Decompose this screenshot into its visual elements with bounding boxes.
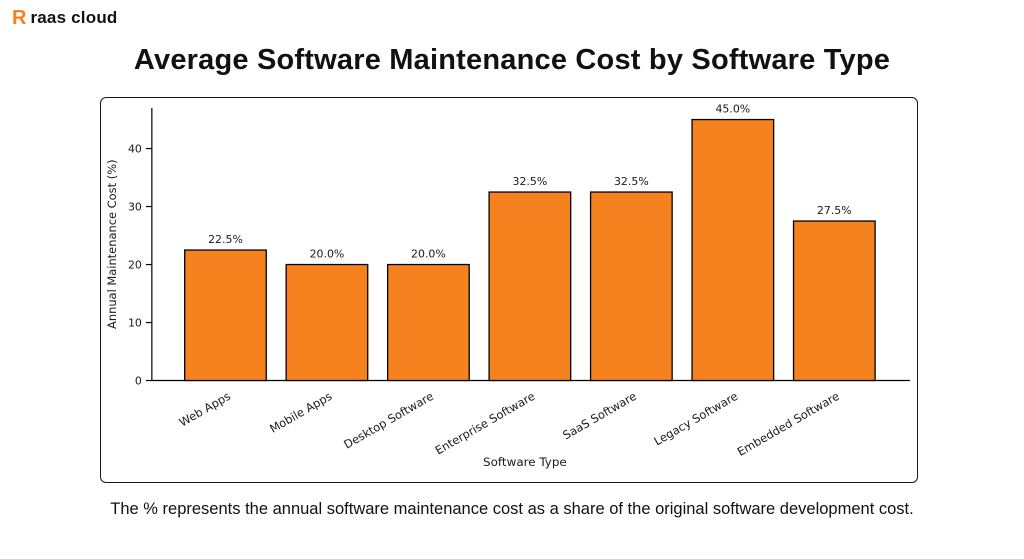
bar-value-label: 27.5% bbox=[817, 204, 852, 217]
bar-value-label: 45.0% bbox=[715, 103, 750, 116]
bar bbox=[285, 263, 369, 382]
bar bbox=[184, 249, 267, 382]
x-tick-label: Desktop Software bbox=[341, 389, 436, 452]
brand-logo-text: raas cloud bbox=[30, 8, 118, 27]
bar-value-label: 32.5% bbox=[513, 175, 548, 188]
bar-value-label: 32.5% bbox=[614, 175, 649, 188]
brand-logo-icon: R bbox=[12, 7, 27, 29]
y-tick-label: 30 bbox=[128, 200, 142, 213]
x-tick-label: Legacy Software bbox=[651, 389, 740, 448]
x-tick-label: Mobile Apps bbox=[267, 389, 334, 436]
y-tick-label: 10 bbox=[128, 316, 142, 329]
x-tick-label: Enterprise Software bbox=[433, 389, 538, 458]
bar-value-label: 22.5% bbox=[208, 233, 243, 246]
bar-chart: 0 10 20 30 40 22.5% Web Apps 20.0% Mobile Apps 20… bbox=[105, 103, 910, 469]
chart-container: 0 10 20 30 40 22.5% Web Apps 20.0% Mobile Apps 20… bbox=[100, 97, 918, 483]
bar-value-label: 20.0% bbox=[310, 248, 345, 261]
footer-note: The % represents the annual software mai… bbox=[110, 500, 914, 518]
x-tick-label: Web Apps bbox=[177, 389, 233, 430]
bar-value-label: 20.0% bbox=[411, 248, 446, 261]
y-axis-title: Annual Maintenance Cost (%) bbox=[105, 159, 119, 329]
bar bbox=[589, 191, 673, 382]
x-tick-label: Embedded Software bbox=[735, 389, 842, 459]
x-tick-label: SaaS Software bbox=[560, 389, 639, 442]
bar bbox=[691, 118, 775, 382]
bar bbox=[488, 191, 572, 382]
bar bbox=[386, 263, 470, 382]
y-tick-label: 40 bbox=[128, 142, 142, 155]
bar bbox=[792, 220, 876, 382]
y-tick-label: 20 bbox=[128, 258, 142, 271]
x-axis-title: Software Type bbox=[483, 455, 567, 469]
y-tick-label: 0 bbox=[135, 374, 142, 387]
brand-logo: R raas cloud bbox=[12, 8, 118, 28]
page-title: Average Software Maintenance Cost by Sof… bbox=[133, 44, 891, 76]
